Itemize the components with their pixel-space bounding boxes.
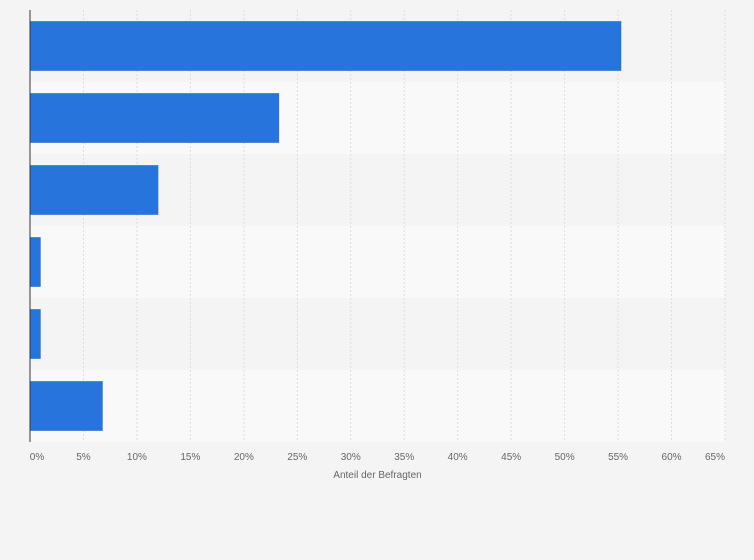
x-tick-label: 5% xyxy=(76,452,91,463)
x-tick-label: 30% xyxy=(341,452,361,463)
x-tick-label: 55% xyxy=(608,452,628,463)
bars xyxy=(30,21,622,431)
x-tick-labels: 0% 5% 10% 15% 20% 25% 30% 35% 40% 45% 50% 55% 60% 65% xyxy=(30,452,725,463)
x-tick-label: 20% xyxy=(234,452,254,463)
category-band xyxy=(30,370,725,442)
x-tick-label: 45% xyxy=(501,452,521,463)
bar xyxy=(30,381,103,431)
bar xyxy=(30,93,280,143)
bar xyxy=(30,237,41,287)
x-tick-label: 60% xyxy=(662,452,682,463)
bar xyxy=(30,21,622,71)
bar xyxy=(30,309,41,359)
bar xyxy=(30,165,159,215)
category-band xyxy=(30,298,725,370)
category-bands xyxy=(30,10,725,442)
gridlines xyxy=(82,10,726,442)
x-tick-label: 10% xyxy=(127,452,147,463)
x-axis-title: Anteil der Befragten xyxy=(333,470,421,481)
x-tick-label: 35% xyxy=(394,452,414,463)
x-tick-label: 50% xyxy=(555,452,575,463)
x-tick-label: 40% xyxy=(448,452,468,463)
x-tick-label: 0% xyxy=(30,452,45,463)
x-tick-label: 15% xyxy=(180,452,200,463)
x-tick-label: 65% xyxy=(705,452,725,463)
category-band xyxy=(30,226,725,298)
x-tick-label: 25% xyxy=(287,452,307,463)
